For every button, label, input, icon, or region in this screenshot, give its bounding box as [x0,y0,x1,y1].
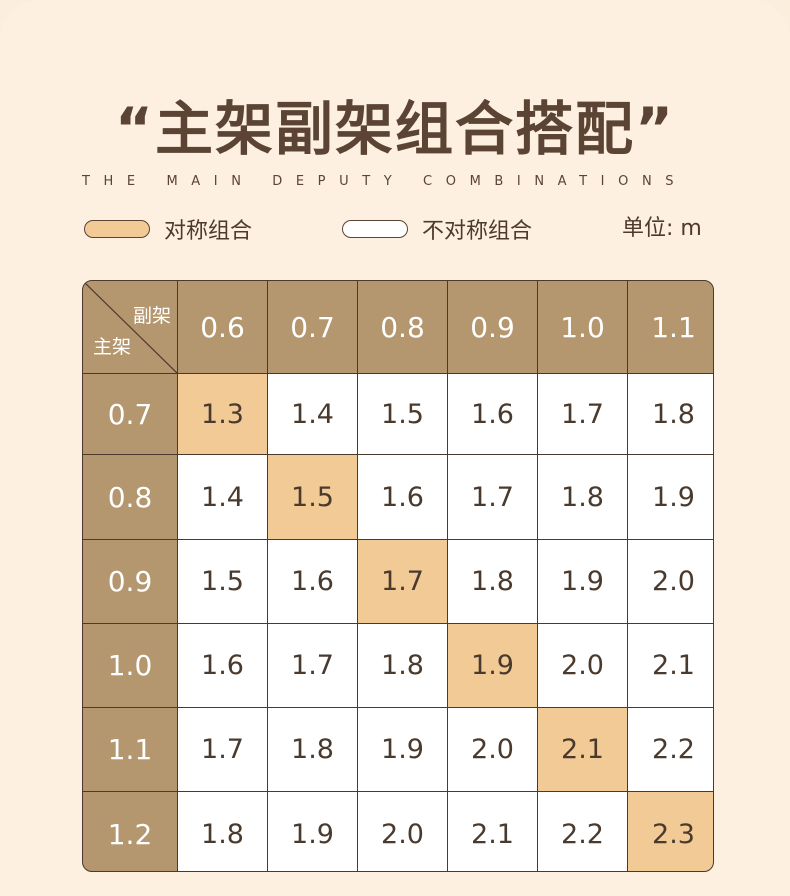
row-header: 0.7 [83,374,177,454]
combination-table: 副架 主架 0.6 0.7 0.8 0.9 1.0 1.1 0.7 1.3 1.4 1.5 1.6 1… [82,280,714,872]
corner-column-label: 副架 [132,305,171,327]
table-cell: 1.4 [268,374,357,454]
table-cell: 1.8 [178,792,267,871]
table-cell: 1.8 [628,374,713,454]
table-cell: 1.5 [358,374,447,454]
table-cell-symmetric: 2.3 [628,792,713,871]
table-cell: 1.8 [538,455,627,539]
column-header: 0.8 [358,281,447,373]
table-cell: 2.1 [628,624,713,707]
row-header: 0.9 [83,540,177,623]
column-header: 0.9 [448,281,537,373]
table-cell: 1.8 [268,708,357,791]
table-cell: 1.6 [448,374,537,454]
table-cell: 2.0 [358,792,447,871]
table-cell: 1.5 [178,540,267,623]
table-cell: 1.7 [448,455,537,539]
table-cell: 2.0 [538,624,627,707]
legend-symmetric: 对称组合 [84,214,252,244]
corner-row-label: 主架 [93,336,132,358]
table-cell-symmetric: 1.5 [268,455,357,539]
row-header: 1.1 [83,708,177,791]
unit-label: 单位: m [622,216,702,241]
column-header: 1.1 [628,281,713,373]
table-cell-symmetric: 1.7 [358,540,447,623]
column-header: 0.6 [178,281,267,373]
table-cell: 1.9 [628,455,713,539]
row-header: 0.8 [83,455,177,539]
table-cell: 1.7 [178,708,267,791]
table-cell: 1.6 [178,624,267,707]
table-cell: 2.1 [448,792,537,871]
table-cell-symmetric: 1.3 [178,374,267,454]
table-cell: 2.0 [628,540,713,623]
table-corner: 副架 主架 [83,281,177,373]
diagonal-line [83,281,177,373]
table-cell: 1.9 [358,708,447,791]
row-header: 1.2 [83,792,177,871]
symmetric-label: 对称组合 [164,219,253,244]
table-cell: 1.7 [268,624,357,707]
table-cell: 2.2 [628,708,713,791]
table-cell: 2.0 [448,708,537,791]
table-cell: 1.8 [358,624,447,707]
table-cell: 1.7 [538,374,627,454]
symmetric-swatch [84,220,150,238]
page-subtitle: THE MAIN DEPUTY COMBINATIONS [82,174,688,189]
table-cell: 2.2 [538,792,627,871]
table-cell: 1.6 [358,455,447,539]
column-header: 1.0 [538,281,627,373]
table-cell-symmetric: 2.1 [538,708,627,791]
column-header: 0.7 [268,281,357,373]
asymmetric-swatch [342,220,408,238]
table-cell-symmetric: 1.9 [448,624,537,707]
asymmetric-label: 不对称组合 [422,219,533,244]
table-cell: 1.4 [178,455,267,539]
row-header: 1.0 [83,624,177,707]
page-title: “主架副架组合搭配” [114,95,676,163]
table-cell: 1.6 [268,540,357,623]
table-cell: 1.9 [538,540,627,623]
legend-asymmetric: 不对称组合 [342,214,532,244]
table-cell: 1.9 [268,792,357,871]
table-cell: 1.8 [448,540,537,623]
